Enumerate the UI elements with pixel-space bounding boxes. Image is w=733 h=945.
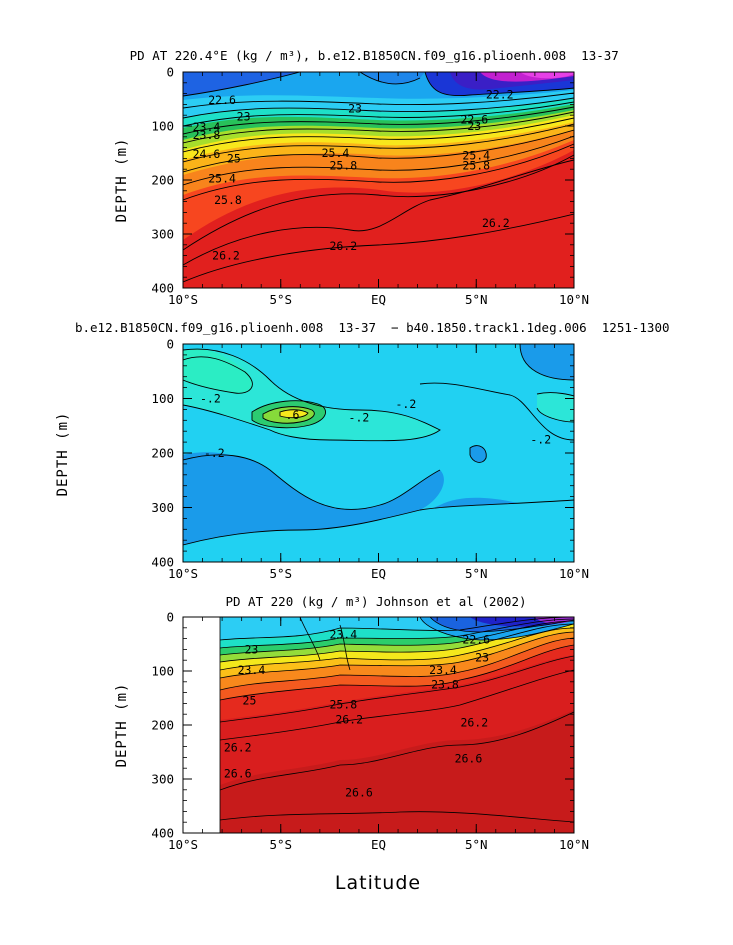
x-tick-label: 10°S [168,837,198,852]
x-tick-label: 5°S [269,566,292,581]
x-tick-label: EQ [371,292,386,307]
panel-2-contour-labels: -.2 -.2 -.2 -.2 -.2 .6 [200,392,551,461]
x-tick-label: 5°N [465,837,488,852]
panel-3: PD AT 220 (kg / m³) Johnson et al (2002) [114,594,589,852]
y-tick-label: 0 [166,337,174,352]
panel-3-contour-labels: 23 23.4 25 26.2 26.6 26.6 26.6 26.2 25.8 22.6 23 23… [224,627,490,799]
panel-2-ticks: 10°S 5°S EQ 5°N 10°N 0 100 200 300 400 [151,337,589,582]
panel-3-ticks: 10°S 5°S EQ 5°N 10°N 0 100 200 300 400 [151,610,589,853]
contour-label: 25.8 [329,158,357,172]
contour-label: 26.2 [212,249,240,263]
contour-label: -.2 [200,392,221,406]
contour-label: 22.6 [208,93,236,107]
panel-1-ticks: 10°S 5°S EQ 5°N 10°N 0 100 200 300 400 [151,65,589,308]
y-tick-label: 0 [166,610,174,625]
x-tick-label: 10°N [559,837,589,852]
contour-label: 26.6 [224,767,252,781]
panel-2-title: b.e12.B1850CN.f09_g16.plioenh.008 13-37 … [75,320,677,335]
x-tick-label: 5°N [465,566,488,581]
contour-label: 25.8 [462,158,490,172]
y-tick-label: 200 [151,446,174,461]
contour-label: -.2 [530,432,551,446]
panel-1-field [183,72,574,288]
contour-label: 26.6 [345,786,373,800]
contour-label: 25.8 [329,697,357,711]
panel-3-ylabel: DEPTH (m) [114,683,130,768]
contour-label: 23.4 [238,663,266,677]
y-tick-label: 100 [151,119,174,134]
panel-1: PD AT 220.4°E (kg / m³), b.e12.B1850CN.f… [114,48,626,307]
x-tick-label: 5°N [465,292,488,307]
contour-label: 25.8 [214,193,242,207]
x-tick-label: 10°S [168,566,198,581]
contour-label: 26.2 [329,239,357,253]
contour-label: 22.6 [460,113,488,127]
y-tick-label: 300 [151,227,174,242]
x-tick-label: EQ [371,837,386,852]
y-tick-label: 200 [151,173,174,188]
panel-1-ylabel: DEPTH (m) [114,138,130,223]
contour-label: 22.2 [486,88,514,102]
panel-3-title: PD AT 220 (kg / m³) Johnson et al (2002) [225,594,526,609]
x-tick-label: 5°S [269,837,292,852]
panel-1-title: PD AT 220.4°E (kg / m³), b.e12.B1850CN.f… [130,48,627,63]
contour-label: -.2 [349,411,370,425]
panel-2: b.e12.B1850CN.f09_g16.plioenh.008 13-37 … [55,320,677,581]
panel-2-ylabel: DEPTH (m) [55,412,71,497]
y-tick-label: 0 [166,65,174,80]
y-tick-label: 400 [151,281,174,296]
contour-label: 25.4 [322,146,350,160]
contour-label: 23.8 [431,678,459,692]
y-tick-label: 400 [151,555,174,570]
contour-label: 23 [467,119,481,133]
x-tick-label: 10°N [559,566,589,581]
contour-label: 23.4 [193,120,221,134]
contour-label: 24.6 [193,147,221,161]
contour-label: 25 [243,694,257,708]
contour-label: 25.4 [462,149,490,163]
y-tick-label: 400 [151,826,174,841]
contour-label: 25.4 [208,171,236,185]
x-tick-label: 10°N [559,292,589,307]
contour-label: 26.2 [224,741,252,755]
contour-label: 26.6 [455,751,483,765]
x-tick-label: EQ [371,566,386,581]
contour-label: 23.4 [329,627,357,641]
contour-label: 23.8 [193,128,221,142]
contour-label: 26.2 [335,713,363,727]
contour-label: -.2 [204,446,225,460]
panel-2-field [183,344,574,562]
contour-label: 23 [475,651,489,665]
contour-label: 23 [244,642,258,656]
x-axis-label: Latitude [335,872,421,894]
y-tick-label: 100 [151,391,174,406]
y-tick-label: 100 [151,664,174,679]
contour-label: 26.2 [482,216,510,230]
y-tick-label: 200 [151,718,174,733]
x-tick-label: 10°S [168,292,198,307]
contour-label: -.2 [395,397,416,411]
y-tick-label: 300 [151,500,174,515]
contour-label: 26.2 [460,715,488,729]
contour-label: .6 [286,408,300,422]
x-tick-label: 5°S [269,292,292,307]
y-tick-label: 300 [151,772,174,787]
contour-label: 23.4 [429,663,457,677]
contour-label: 22.6 [462,633,490,647]
contour-label: 25 [227,151,241,165]
panel-3-field [220,617,574,833]
contour-label: 23 [348,102,362,116]
contour-label: 23 [237,109,251,123]
